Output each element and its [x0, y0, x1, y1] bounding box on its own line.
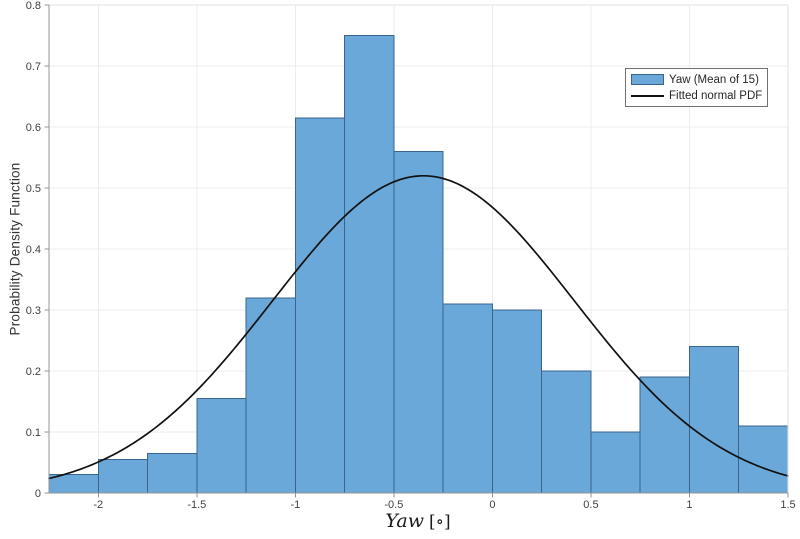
histogram-bar: [541, 370, 592, 494]
histogram-bar: [196, 397, 247, 494]
histogram-bar: [245, 297, 296, 494]
histogram-bar: [590, 431, 641, 494]
histogram-bar: [688, 346, 740, 494]
x-tick-label: 0.5: [583, 499, 598, 511]
y-tick-label: 0.6: [26, 122, 41, 134]
histogram-bar: [344, 35, 395, 494]
legend-line-swatch: [631, 94, 664, 97]
legend-histogram-swatch: [631, 74, 664, 85]
x-tick-label: -1.5: [187, 499, 206, 511]
y-tick-label: 0.3: [26, 305, 41, 317]
histogram-bar: [738, 425, 789, 494]
x-tick-label: 0: [489, 499, 495, 511]
legend-item-yaw: Yaw (Mean of 15): [631, 73, 762, 86]
histogram-bar: [491, 309, 543, 494]
x-axis-label-unit: [∘]: [429, 512, 451, 532]
histogram-bar: [393, 150, 444, 494]
histogram-bar: [639, 376, 690, 494]
x-tick-label: 1.5: [780, 499, 795, 511]
histogram-bar: [97, 458, 149, 494]
y-tick-label: 0.1: [26, 427, 41, 439]
y-tick-label: 0.5: [26, 183, 41, 195]
x-tick-label: 1: [686, 499, 692, 511]
legend-item-fitted-pdf-label: Fitted normal PDF: [669, 89, 763, 102]
x-axis-label: Yaw [∘]: [385, 510, 450, 532]
y-tick-label: 0.7: [26, 61, 41, 73]
y-axis-label: Probability Density Function: [7, 162, 23, 336]
y-tick-label: 0.8: [26, 0, 41, 12]
histogram-bar: [294, 117, 346, 494]
legend-item-fitted-pdf: Fitted normal PDF: [631, 89, 762, 102]
x-tick-label: -2: [93, 499, 103, 511]
y-tick-label: 0.2: [26, 366, 41, 378]
legend-box: Yaw (Mean of 15) Fitted normal PDF: [625, 68, 768, 107]
fitted-curve-path: [48, 174, 789, 480]
x-tick-label: -1: [290, 499, 300, 511]
y-tick-label: 0: [35, 488, 41, 500]
histogram-bar: [147, 452, 198, 494]
histogram-bar: [442, 303, 493, 494]
y-tick-label: 0.4: [26, 244, 41, 256]
legend-item-yaw-label: Yaw (Mean of 15): [669, 73, 759, 86]
x-axis-label-word: Yaw: [385, 510, 425, 532]
x-tick-label: -0.5: [384, 499, 403, 511]
